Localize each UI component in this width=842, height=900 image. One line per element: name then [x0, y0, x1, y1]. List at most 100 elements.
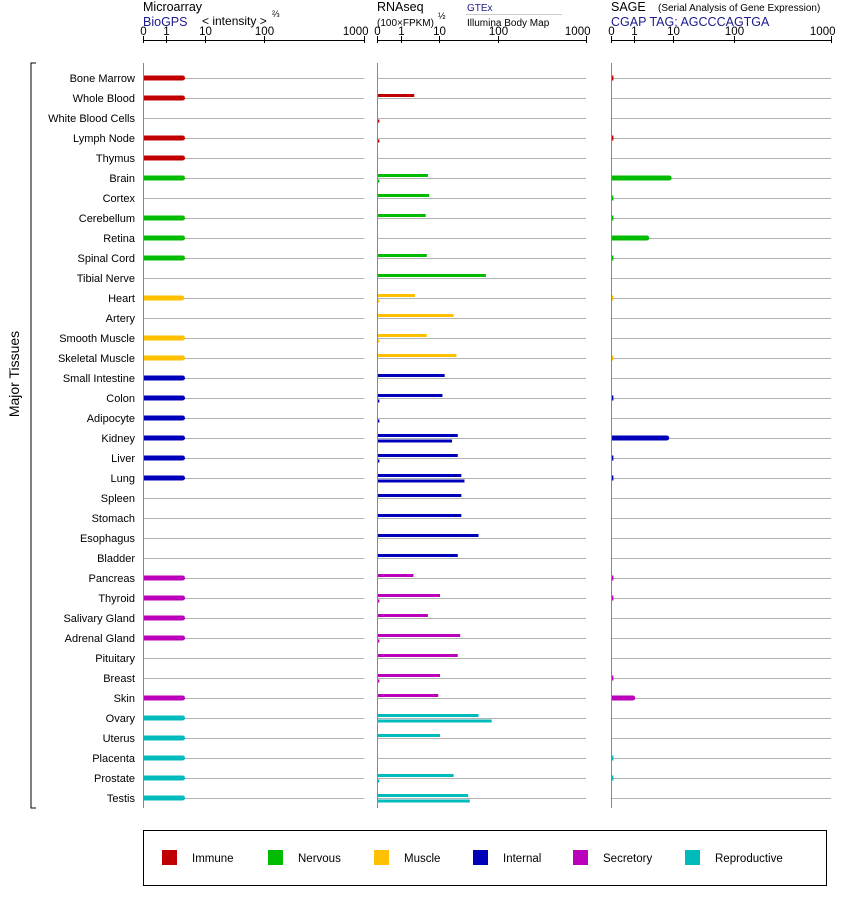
data-bar: [378, 214, 426, 217]
data-bar-cap: [180, 715, 186, 721]
rnaseq-title: RNAseq: [377, 0, 424, 14]
legend-label-internal: Internal: [503, 853, 541, 865]
microarray-title: Microarray: [143, 0, 203, 14]
data-bar-cap: [180, 215, 186, 221]
rnaseq-source-illumina: Illumina Body Map: [467, 18, 550, 29]
tissue-label: Bladder: [97, 553, 135, 565]
data-bar: [378, 139, 380, 143]
data-bar: [612, 675, 614, 681]
data-bar: [378, 374, 445, 377]
data-bar-cap: [180, 255, 186, 261]
data-bar-cap: [666, 175, 672, 181]
data-bar-cap: [180, 695, 186, 701]
tissue-label: Adipocyte: [87, 413, 135, 425]
tissue-label: Adrenal Gland: [65, 633, 135, 645]
data-bar: [378, 694, 439, 697]
data-bar-cap: [180, 475, 186, 481]
data-bar: [612, 395, 614, 401]
tissue-label: Testis: [107, 793, 136, 805]
data-bar: [144, 375, 183, 381]
data-bar-cap: [180, 135, 186, 141]
tissue-label: Esophagus: [80, 533, 136, 545]
data-bar: [144, 615, 183, 621]
data-bar: [378, 294, 416, 297]
data-bar: [378, 774, 454, 777]
data-bar: [378, 119, 380, 123]
tissue-label: Prostate: [94, 773, 135, 785]
data-bar: [378, 314, 454, 317]
data-bar-cap: [180, 235, 186, 241]
data-bar: [378, 779, 380, 783]
data-bar: [144, 335, 183, 341]
data-bar-cap: [180, 575, 186, 581]
tissue-label: Retina: [103, 233, 136, 245]
rnaseq-source-gtex: GTEx: [467, 3, 493, 14]
microarray-series: [144, 75, 186, 801]
legend-swatch-muscle: [374, 850, 389, 865]
rnaseq-panel: 0 1 10 100 1000: [374, 26, 591, 808]
data-bar-cap: [180, 175, 186, 181]
x-tick-label: 1000: [810, 26, 836, 38]
x-tick-label: 0: [608, 26, 614, 38]
sage-header: SAGE (Serial Analysis of Gene Expression…: [611, 0, 820, 29]
data-bar: [378, 674, 440, 677]
data-bar: [612, 775, 614, 781]
tissue-label: Cortex: [103, 193, 136, 205]
data-bar: [612, 435, 667, 441]
tissue-label: Ovary: [106, 713, 136, 725]
data-bar: [378, 799, 470, 803]
data-bar-cap: [180, 95, 186, 101]
data-bar: [144, 455, 183, 461]
data-bar: [612, 215, 614, 221]
tissue-labels: Bone Marrow Whole Blood White Blood Cells L…: [48, 73, 136, 805]
data-bar: [144, 155, 183, 161]
data-bar: [378, 94, 415, 97]
data-bar: [144, 755, 183, 761]
data-bar: [378, 554, 458, 557]
x-tick-label: 100: [489, 26, 508, 38]
data-bar: [144, 95, 183, 101]
sage-subtitle: CGAP TAG: AGCCCAGTGA: [611, 15, 770, 29]
data-bar-cap: [180, 455, 186, 461]
sage-title: SAGE: [611, 0, 646, 14]
data-bar: [378, 599, 380, 603]
rnaseq-series: [378, 119, 492, 803]
x-tick-label: 1000: [343, 26, 369, 38]
data-bar: [612, 295, 614, 301]
legend-label-reproductive: Reproductive: [715, 853, 783, 865]
x-tick-label: 10: [199, 26, 212, 38]
data-bar: [144, 215, 183, 221]
tissue-label: Cerebellum: [79, 213, 135, 225]
rnaseq-unit-label: (100×FPKM): [377, 18, 434, 29]
tissue-label: Lung: [111, 473, 135, 485]
panels: 0 1 10 100 1000 0 1 10 100 1000 0 1 10 100 1000: [140, 26, 836, 808]
data-bar: [378, 339, 380, 343]
rnaseq-header: RNAseq (100×FPKM) ½ GTEx Illumina Body M…: [377, 0, 562, 29]
data-bar: [378, 474, 462, 477]
data-bar: [378, 574, 414, 577]
legend: Immune Nervous Muscle Internal Secretory Repr…: [162, 850, 783, 865]
data-bar: [378, 354, 457, 357]
data-bar: [612, 235, 647, 241]
data-bar: [378, 399, 380, 403]
data-bar: [378, 639, 380, 643]
data-bar: [378, 714, 479, 717]
data-bar: [612, 175, 670, 181]
data-bar: [378, 654, 458, 657]
tissue-label: Spleen: [101, 493, 135, 505]
data-bar: [378, 194, 430, 197]
data-bar: [378, 419, 380, 423]
tissue-label: Brain: [109, 173, 135, 185]
data-bar: [378, 439, 453, 443]
data-bar: [612, 455, 614, 461]
data-bar: [144, 695, 183, 701]
data-bar: [144, 255, 183, 261]
tissue-label: Breast: [103, 673, 135, 685]
data-bar: [378, 434, 458, 437]
x-tick-label: 10: [667, 26, 680, 38]
tissue-label: Small Intestine: [63, 373, 135, 385]
data-bar: [612, 755, 614, 761]
x-tick-label: 1: [398, 26, 404, 38]
data-bar-cap: [180, 75, 186, 81]
